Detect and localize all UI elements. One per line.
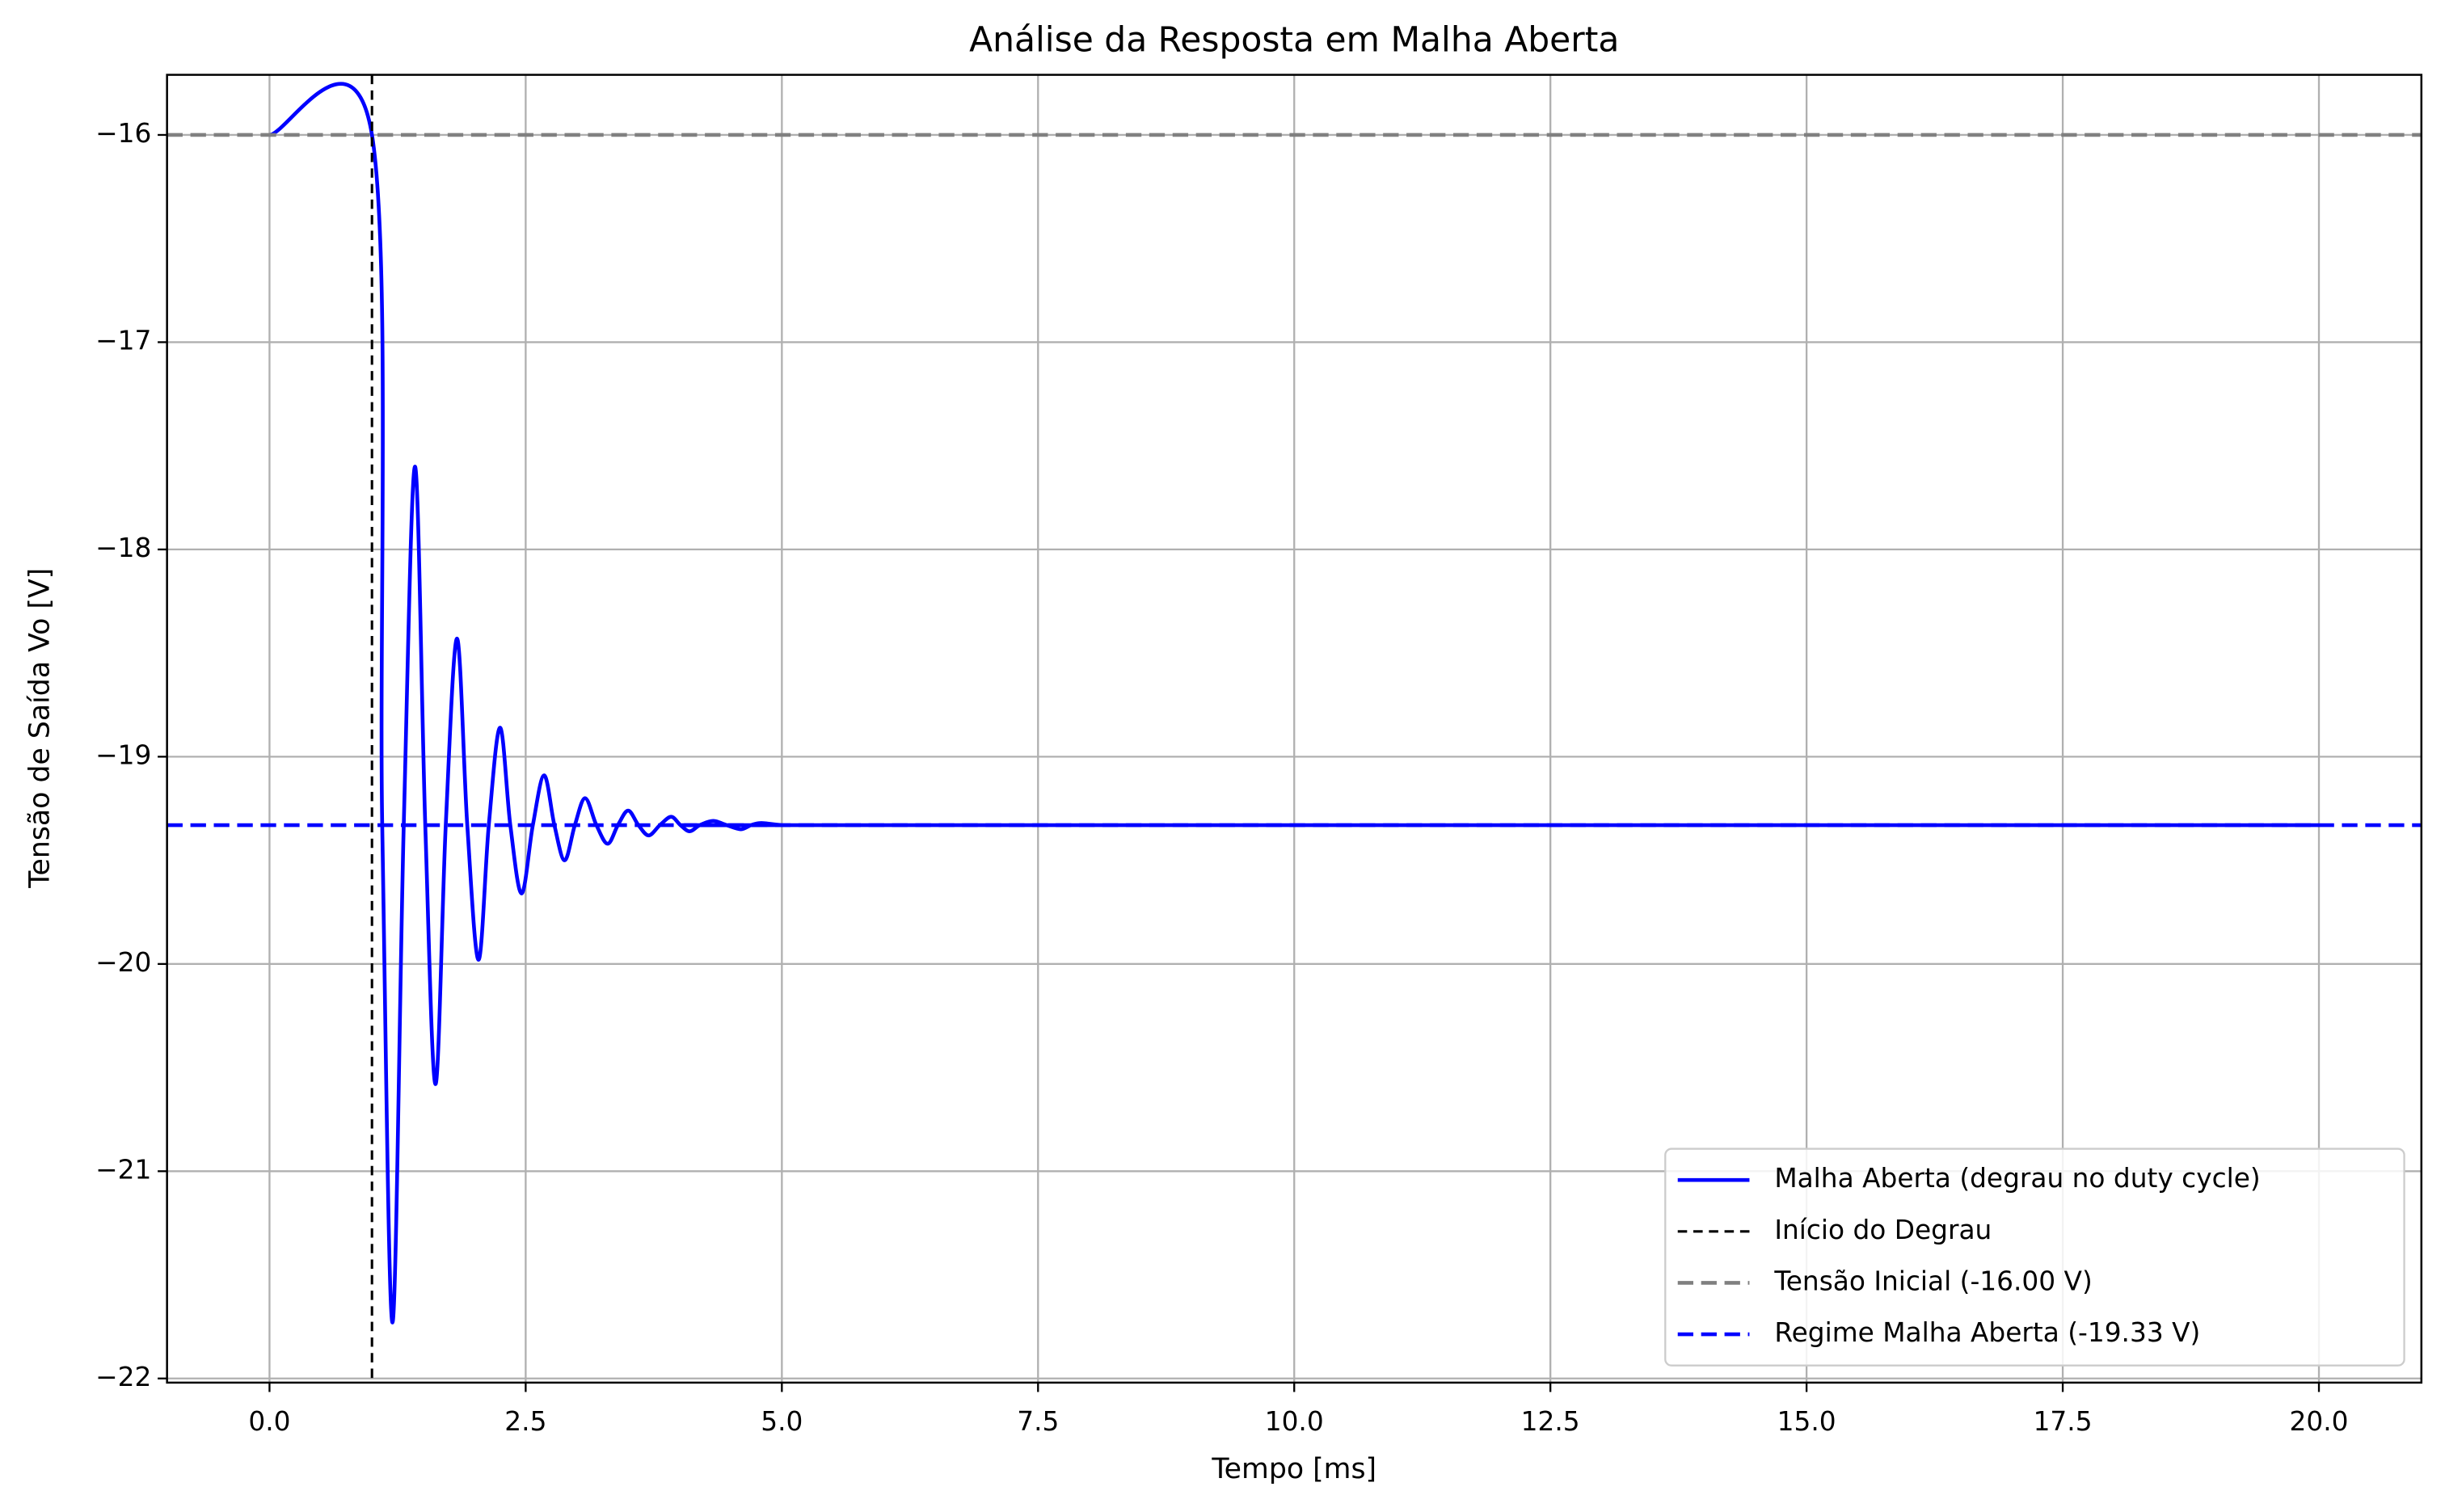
data-line [268,82,2320,1325]
y-tick-label: −17 [95,325,151,356]
y-tick-label: −21 [95,1154,151,1185]
y-tick-label: −20 [95,947,151,978]
y-axis-label: Tensão de Saída Vo [V] [23,568,56,889]
x-axis-label: Tempo [ms] [1211,1453,1376,1485]
legend-box [1664,1148,2405,1367]
x-tick-label: 10.0 [1265,1406,1324,1437]
plot-frame [166,74,2423,1384]
y-tick-label: −16 [95,118,151,149]
plot-area [167,74,2422,1383]
x-tick-label: 5.0 [761,1406,803,1437]
x-tick-label: 20.0 [2290,1406,2349,1437]
x-tick-label: 2.5 [504,1406,546,1437]
legend-label: Regime Malha Aberta (-19.33 V) [1774,1317,2200,1348]
y-tick-label: −19 [95,739,151,770]
x-tick-label: 15.0 [1777,1406,1836,1437]
x-tick-label: 0.0 [248,1406,290,1437]
x-tick-label: 7.5 [1017,1406,1059,1437]
legend-label: Malha Aberta (degrau no duty cycle) [1774,1163,2260,1194]
chart-title: Análise da Resposta em Malha Aberta [969,21,1619,61]
y-tick-label: −18 [95,533,151,563]
legend: Malha Aberta (degrau no duty cycle) Iníci… [1664,1148,2405,1367]
legend-label: Início do Degrau [1774,1215,1992,1245]
legend-label: Tensão Inicial (-16.00 V) [1773,1266,2092,1296]
x-tick-label: 17.5 [2034,1406,2093,1437]
x-tick-label: 12.5 [1521,1406,1580,1437]
grid [167,74,2422,1383]
y-tick-label: −22 [95,1362,151,1392]
